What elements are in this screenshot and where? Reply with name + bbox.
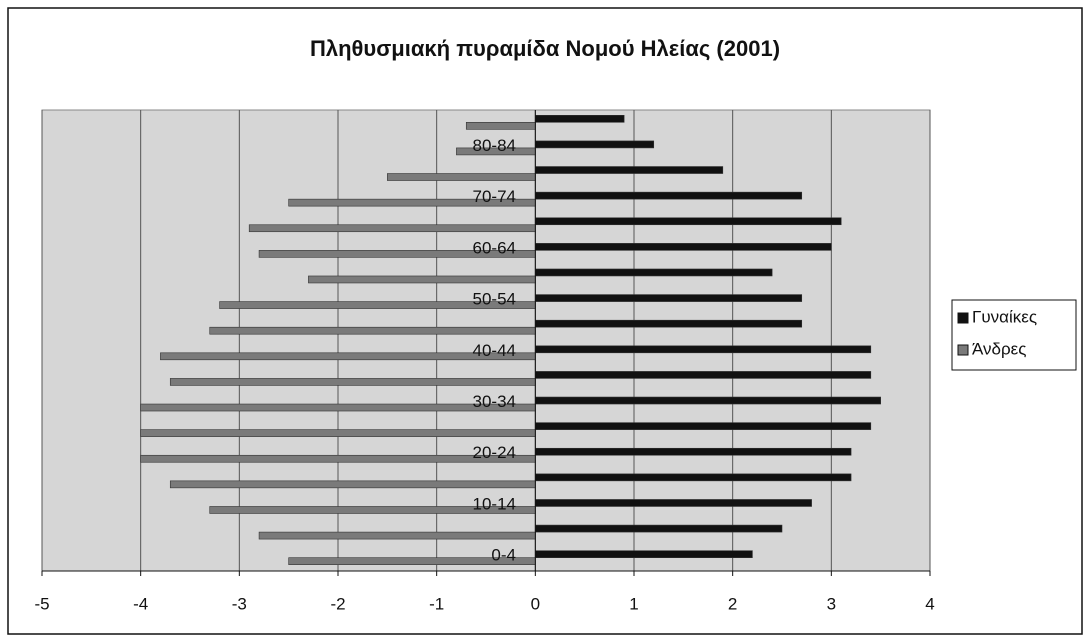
chart-title: Πληθυσμιακή πυραμίδα Νομού Ηλείας (2001) — [310, 36, 780, 61]
y-tick-label: 60-64 — [473, 238, 516, 257]
y-tick-label: 80-84 — [473, 136, 516, 155]
y-tick-label: 30-34 — [473, 392, 516, 411]
bar — [535, 243, 832, 251]
legend-swatch — [957, 312, 969, 324]
x-tick-label: 3 — [827, 594, 836, 613]
bar — [308, 275, 536, 284]
bar — [535, 294, 803, 302]
bar — [465, 122, 536, 130]
x-tick-label: -4 — [133, 594, 148, 613]
y-tick-label: 50-54 — [473, 290, 516, 309]
bar — [169, 480, 536, 489]
bar — [535, 499, 812, 507]
bar — [535, 115, 625, 123]
legend-box — [951, 299, 1077, 371]
y-tick-label: 70-74 — [473, 187, 516, 206]
bar — [535, 371, 872, 379]
y-tick-label: 10-14 — [473, 494, 516, 513]
x-tick-label: -5 — [34, 594, 49, 613]
bar — [535, 422, 872, 430]
y-tick-label: 40-44 — [473, 341, 516, 360]
bar — [535, 217, 842, 226]
x-tick-label: 4 — [925, 594, 934, 613]
bar — [169, 378, 536, 386]
bar — [535, 140, 655, 149]
y-tick-label: 20-24 — [473, 443, 516, 462]
bar — [140, 429, 536, 437]
bar — [535, 473, 852, 482]
bar — [535, 447, 852, 456]
legend-label: Άνδρες — [972, 339, 1026, 358]
bar — [535, 191, 803, 200]
legend-label: Γυναίκες — [972, 307, 1037, 326]
x-tick-label: 2 — [728, 594, 737, 613]
bar — [535, 524, 783, 533]
x-tick-label: -2 — [330, 594, 345, 613]
bar — [258, 531, 536, 540]
y-tick-label: 0-4 — [491, 546, 516, 565]
bar — [535, 396, 881, 405]
x-tick-label: -3 — [232, 594, 247, 613]
legend-swatch — [957, 344, 969, 356]
bar — [535, 550, 753, 558]
x-tick-label: 1 — [629, 594, 638, 613]
x-tick-label: 0 — [531, 594, 540, 613]
plot-area — [41, 109, 931, 572]
x-tick-label: -1 — [429, 594, 444, 613]
bar — [535, 268, 773, 277]
bar — [209, 326, 536, 335]
bar — [248, 224, 536, 233]
bar — [387, 173, 536, 181]
bar — [535, 319, 803, 328]
bar — [535, 345, 872, 354]
bar — [535, 166, 724, 174]
